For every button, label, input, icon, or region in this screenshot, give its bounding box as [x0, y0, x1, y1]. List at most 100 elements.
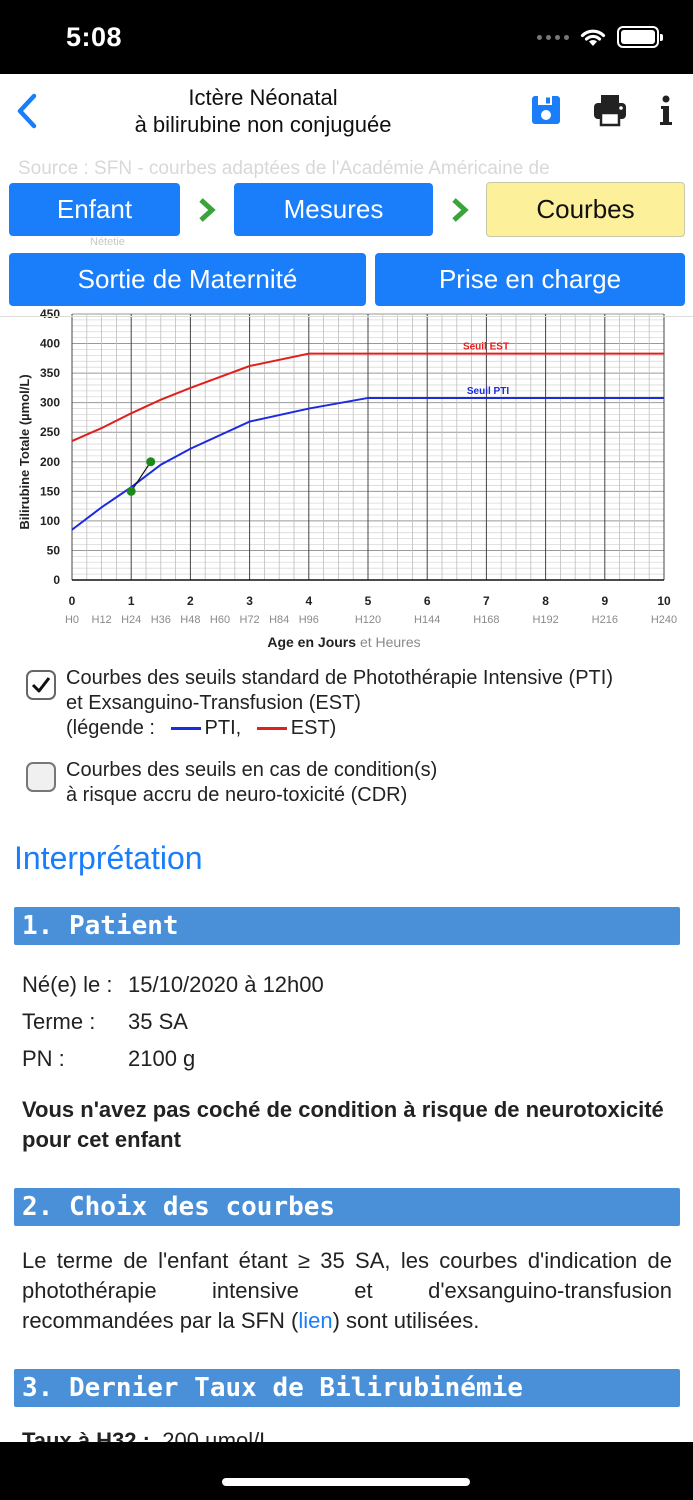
option-standard-curves[interactable]: Courbes des seuils standard de Photothér…	[26, 666, 613, 741]
chart-top-divider	[0, 316, 693, 317]
series-line	[130, 461, 152, 492]
chart-svg: 0 50 100 150 200 250 300 350 400 450 0 1 2 3 4 5 6 7 8 9 10 H…	[17, 307, 677, 650]
x-hour-label: H36	[151, 614, 171, 626]
section-header-bilirubin: 3. Dernier Taux de Bilirubinémie	[14, 1369, 680, 1407]
info-value: 35 SA	[128, 1009, 188, 1034]
x-hour-label: H120	[355, 614, 381, 626]
page-title: Ictère Néonatal à bilirubine non conjugu…	[100, 84, 426, 138]
y-tick-label: 250	[40, 425, 60, 439]
series-line	[71, 396, 664, 531]
option-line: Courbes des seuils en cas de condition(s…	[66, 759, 438, 781]
info-label: Né(e) le :	[22, 972, 113, 997]
curves-text-end: ) sont utilisées.	[332, 1308, 480, 1333]
standard-curves-checkbox[interactable]	[26, 670, 56, 700]
series-label: Seuil PTI	[467, 386, 509, 397]
status-bar: 5:08	[0, 0, 693, 74]
x-tick-label: 9	[601, 594, 608, 608]
status-time: 5:08	[66, 22, 123, 52]
x-tick-label: 2	[187, 594, 194, 608]
legend-line-text: (légende : PTI, EST)	[66, 716, 613, 741]
legend-est: EST)	[290, 717, 337, 739]
x-hour-label: H48	[180, 614, 200, 626]
option-line: Courbes des seuils standard de Photothér…	[66, 667, 613, 689]
info-label: Terme :	[22, 1009, 96, 1034]
x-hour-label: H216	[592, 614, 618, 626]
x-hour-label: H12	[92, 614, 112, 626]
checkmark-icon	[31, 677, 51, 693]
navigation-bar: Ictère Néonatal à bilirubine non conjugu…	[0, 74, 693, 150]
x-tick-label: 3	[246, 594, 253, 608]
x-hour-label: H144	[414, 614, 440, 626]
faint-note: Nétetie	[90, 236, 125, 248]
info-row-weight: PN : 2100 g	[22, 1046, 195, 1072]
x-hour-label: H240	[651, 614, 677, 626]
option-line: et Exsanguino-Transfusion (EST)	[66, 692, 361, 714]
home-bar-area	[0, 1442, 693, 1500]
patient-measure-point	[146, 457, 156, 467]
step-enfant-button[interactable]: Enfant	[9, 183, 180, 236]
signal-icon	[537, 34, 569, 40]
legend-prefix: (légende :	[66, 717, 155, 739]
option-cdr-curves[interactable]: Courbes des seuils en cas de condition(s…	[26, 758, 437, 808]
option-line: à risque accru de neuro-toxicité (CDR)	[66, 784, 408, 806]
y-tick-label: 200	[40, 455, 60, 469]
page-title-line2: à bilirubine non conjuguée	[134, 112, 392, 137]
x-tick-label: 7	[483, 594, 490, 608]
x-hour-label: H0	[65, 614, 79, 626]
cdr-curves-label: Courbes des seuils en cas de condition(s…	[66, 758, 437, 808]
chevron-right-icon	[199, 198, 216, 222]
x-axis-label: Age en Jours et Heures	[267, 634, 420, 650]
y-tick-label: 450	[40, 307, 60, 321]
print-icon[interactable]	[592, 92, 628, 128]
cdr-curves-checkbox[interactable]	[26, 762, 56, 792]
section-header-patient: 1. Patient	[14, 907, 680, 945]
back-chevron-icon[interactable]	[10, 86, 50, 136]
y-tick-label: 50	[47, 543, 61, 557]
curves-text: Le terme de l'enfant étant ≥ 35 SA, les …	[22, 1248, 672, 1333]
x-hour-label: H60	[210, 614, 230, 626]
x-hour-label: H192	[532, 614, 558, 626]
interpretation-title: Interprétation	[14, 840, 203, 876]
est-legend-swatch	[256, 727, 287, 731]
info-row-term: Terme : 35 SA	[22, 1009, 188, 1035]
save-icon[interactable]	[528, 92, 564, 128]
standard-curves-label: Courbes des seuils standard de Photothér…	[66, 666, 613, 741]
y-axis-label: Bilirubine Totale (µmol/L)	[17, 374, 32, 529]
bilirubin-chart: 0 50 100 150 200 250 300 350 400 450 0 1 2 3 4 5 6 7 8 9 10 H…	[0, 300, 693, 660]
x-tick-label: 8	[542, 594, 549, 608]
wifi-icon	[580, 29, 606, 46]
y-tick-label: 400	[40, 337, 60, 351]
battery-icon	[617, 26, 663, 48]
info-row-birth: Né(e) le : 15/10/2020 à 12h00	[22, 972, 324, 998]
source-text: Source : SFN - courbes adaptées de l'Aca…	[18, 158, 550, 179]
x-hour-label: H168	[473, 614, 499, 626]
pti-legend-swatch	[170, 727, 201, 731]
x-hour-label: H72	[240, 614, 260, 626]
section-header-curves: 2. Choix des courbes	[14, 1188, 680, 1226]
y-tick-label: 300	[40, 396, 60, 410]
sfn-link[interactable]: lien	[298, 1308, 333, 1333]
x-hour-label: H24	[121, 614, 141, 626]
info-value: 2100 g	[128, 1046, 196, 1071]
home-indicator[interactable]	[222, 1478, 470, 1486]
x-tick-label: 6	[424, 594, 431, 608]
curves-explanation: Le terme de l'enfant étant ≥ 35 SA, les …	[22, 1246, 672, 1336]
neurotoxicity-note: Vous n'avez pas coché de condition à ris…	[22, 1097, 664, 1152]
step-courbes-button[interactable]: Courbes	[486, 182, 685, 237]
status-icons	[537, 26, 663, 48]
info-icon[interactable]	[652, 92, 680, 128]
y-tick-label: 150	[40, 484, 60, 498]
patient-measure-point	[126, 486, 136, 496]
y-tick-label: 100	[40, 514, 60, 528]
prise-en-charge-button[interactable]: Prise en charge	[375, 253, 685, 306]
series-label: Seuil EST	[463, 342, 509, 353]
y-tick-label: 0	[53, 573, 60, 587]
series-line	[71, 352, 664, 443]
step-mesures-button[interactable]: Mesures	[234, 183, 433, 236]
x-hour-label: H84	[269, 614, 289, 626]
x-axis-label-suffix: et Heures	[360, 634, 421, 650]
page-title-line1: Ictère Néonatal	[188, 85, 338, 110]
sortie-maternite-button[interactable]: Sortie de Maternité	[9, 253, 366, 306]
x-tick-label: 4	[305, 594, 312, 608]
x-tick-label: 10	[657, 594, 671, 608]
